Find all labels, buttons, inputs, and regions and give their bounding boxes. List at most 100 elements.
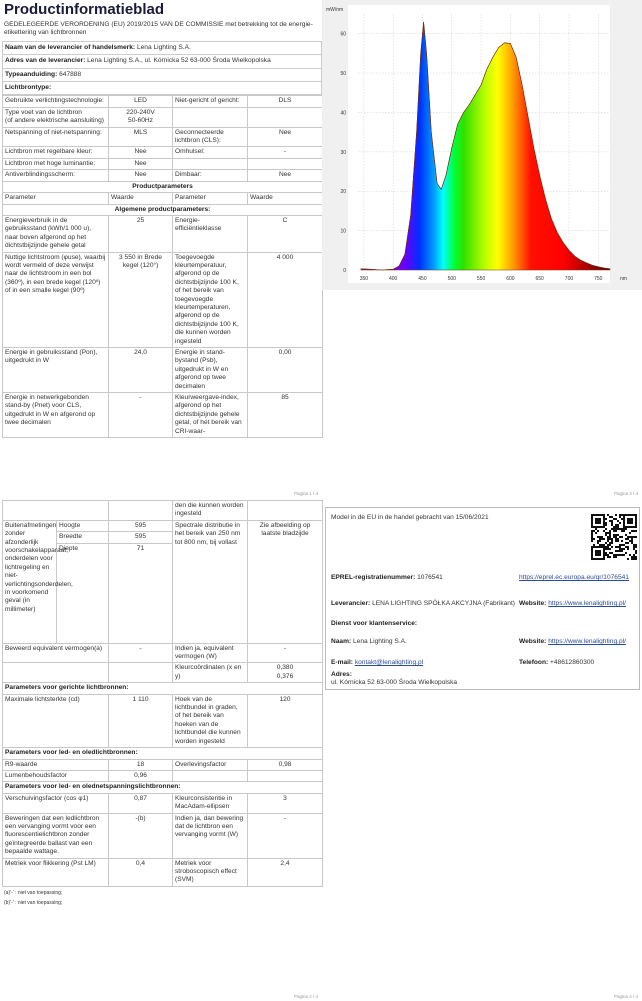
- value-cell: -: [247, 642, 323, 664]
- name-label: Naam:: [331, 638, 352, 645]
- parameter-cell: Lichtbron met regelbare kleur:: [2, 146, 109, 159]
- general-parameters-heading: Algemene productparameters:: [2, 203, 323, 216]
- x-tick-label: 700: [565, 276, 574, 282]
- table-row: Energieverbruik in de gebruiksstand (kWh…: [2, 214, 323, 253]
- spectral-distribution-value: Zie afbeelding op laatste bladzijde: [247, 519, 323, 644]
- section-heading: Parameters voor gerichte lichtbronnen:: [2, 682, 323, 695]
- qr-code[interactable]: [591, 514, 637, 560]
- value-cell: 4 000: [247, 251, 323, 349]
- parameter-cell: Dimbaar:: [172, 169, 248, 182]
- product-table-continued: den die kunnen worden ingesteld Buitenaf…: [2, 500, 323, 887]
- supplier-name-value: Lena Lighting S.A.: [136, 43, 191, 51]
- value-cell: [247, 500, 323, 521]
- value-cell: -: [247, 146, 323, 159]
- value-cell: 24,0: [108, 346, 173, 394]
- page-number: Pagina 4 / 4: [614, 994, 639, 999]
- value-cell: Nee: [108, 146, 173, 159]
- spectral-distribution-label: Spectrale distributie in het bereik van …: [172, 519, 248, 644]
- parameter-cell: Antiverblindingsscherm:: [2, 169, 109, 182]
- value-cell: 3: [247, 792, 323, 814]
- parameter-cell: [2, 662, 109, 684]
- value-cell: LED: [108, 95, 173, 108]
- x-tick-label: 450: [418, 276, 427, 282]
- parameter-cell: Omhulsel:: [172, 146, 248, 159]
- product-parameters-heading: Productparameters: [2, 180, 323, 194]
- value-cell: Nee: [108, 169, 173, 182]
- dimension-name: Diepte: [56, 542, 109, 644]
- parameter-cell: [2, 500, 109, 521]
- eprel-link[interactable]: https://eprel.ec.europa.eu/qr/1076541: [519, 574, 629, 581]
- y-tick-label: 20: [340, 189, 346, 195]
- page-title: Productinformatieblad: [4, 1, 165, 18]
- page-1: Productinformatieblad GEDELEGEERDE VEROR…: [2, 0, 323, 439]
- value-cell: [247, 106, 323, 128]
- value-cell: 1 110: [108, 693, 173, 749]
- x-axis-label: nm: [620, 276, 627, 282]
- x-tick-label: 350: [360, 276, 369, 282]
- parameter-cell: Energie-efficiëntieklasse: [172, 214, 248, 253]
- value-cell: [247, 157, 323, 171]
- dimension-name: Hoogte: [56, 519, 109, 533]
- header-value: Waarde: [247, 192, 323, 205]
- supplier-website-link[interactable]: https://www.lenalighting.pl/: [548, 600, 626, 607]
- supplier-address-value: Lena Lighting S.A., ul. Kórnicka 52 63-0…: [87, 57, 271, 65]
- parameter-cell: Indien ja, equivalent vermogen (W): [172, 642, 248, 664]
- website-label: Website:: [519, 600, 547, 607]
- dimension-value: 71: [108, 542, 173, 644]
- table-row: Beweerd equivalent vermogen(a) - Indien ja…: [2, 642, 323, 664]
- x-tick-label: 650: [536, 276, 545, 282]
- email-link[interactable]: kontakt@lenalighting.pl: [354, 659, 424, 666]
- general-parameter-rows: Energieverbruik in de gebruiksstand (kWh…: [2, 214, 323, 439]
- light-source-rows: Gebruikte verlichtingstechnologie: LED Nie…: [2, 95, 323, 182]
- table-row: Energie in netwerkgebonden stand-by (Pne…: [2, 392, 323, 439]
- header-value: Waarde: [108, 192, 173, 205]
- table-row: Kleurcoördinaten (x en y) 0,380 0,376: [2, 662, 323, 684]
- type-line: Typeaanduiding: 647888: [2, 68, 322, 83]
- value-cell: C: [247, 214, 323, 253]
- lichtbrontype-heading-text: Lichtbrontype:: [5, 84, 52, 92]
- table-row: Netspanning of niet-netspanning: MLS Gecon…: [2, 126, 323, 148]
- address-value: ul. Kórnicka 52 63-000 Środa Wielkopolsk…: [331, 679, 458, 687]
- parameter-header-row: Parameter Waarde Parameter Waarde: [2, 192, 323, 205]
- value-cell: DLS: [247, 95, 323, 108]
- dimension-name: Breedte: [56, 531, 109, 544]
- supplier-address-label: Adres van de leverancier:: [5, 57, 86, 65]
- value-cell: 0,96: [108, 769, 173, 783]
- type-label: Typeaanduiding:: [5, 70, 58, 78]
- value-cell: 85: [247, 392, 323, 439]
- y-tick-label: 40: [340, 110, 346, 116]
- spectral-distribution-chart: 350 400 450 500 550 600 650 700 750 0 10 20 30 40 50 60…: [322, 0, 642, 290]
- y-tick-label: 10: [340, 229, 346, 235]
- spectrum-line: [360, 21, 611, 271]
- value-cell: 120: [247, 693, 323, 749]
- parameter-cell: Beweringen dat een ledlichtbron een verv…: [2, 812, 109, 859]
- parameter-cell: Energie in gebruiksstand (Pon), uitgedru…: [2, 346, 109, 394]
- value-cell: Nee: [247, 169, 323, 182]
- parameter-cell: Overlevingsfactor: [172, 758, 248, 771]
- section-heading-row: Parameters voor led- en olednetspannings…: [2, 781, 323, 794]
- header-parameter: Parameter: [2, 192, 109, 205]
- address-label: Adres:: [331, 671, 352, 678]
- x-tick-label: 550: [477, 276, 486, 282]
- table-row: Type voet van de lichtbron (of andere el…: [2, 106, 323, 128]
- parameter-cell: Energie in stand-bystand (Psb), uitgedru…: [172, 346, 248, 394]
- section-heading: Parameters voor led- en olednetspannings…: [2, 781, 323, 794]
- page-number: Pagina 1 / 4: [294, 491, 319, 496]
- eprel-label: EPREL-registratienummer:: [331, 574, 416, 581]
- email-label: E-mail:: [331, 659, 353, 666]
- supplier-address-line: Adres van de leverancier: Lena Lighting …: [2, 55, 322, 69]
- parameter-cell: Energie in netwerkgebonden stand-by (Pne…: [2, 392, 109, 439]
- service-website-link[interactable]: https://www.lenalighting.pl/: [548, 638, 626, 645]
- x-tick-label: 600: [506, 276, 515, 282]
- y-tick-label: 30: [340, 150, 346, 156]
- parameter-cell: R9-waarde: [2, 758, 109, 771]
- parameter-cell: Hoek van de lichtbundel in graden, of he…: [172, 693, 248, 749]
- parameter-cell: Energieverbruik in de gebruiksstand (kWh…: [2, 214, 109, 253]
- value-cell: [247, 769, 323, 783]
- value-cell: 0,4: [108, 857, 173, 887]
- page-4-contact: Model in de EU in de handel gebracht van…: [325, 507, 640, 690]
- regulation-subtitle: GEDELEGEERDE VERORDENING (EU) 2019/2015 …: [2, 20, 322, 42]
- table-row: den die kunnen worden ingesteld: [2, 500, 323, 521]
- value-cell: -(b): [108, 812, 173, 859]
- table-row: Energie in gebruiksstand (Pon), uitgedru…: [2, 346, 323, 394]
